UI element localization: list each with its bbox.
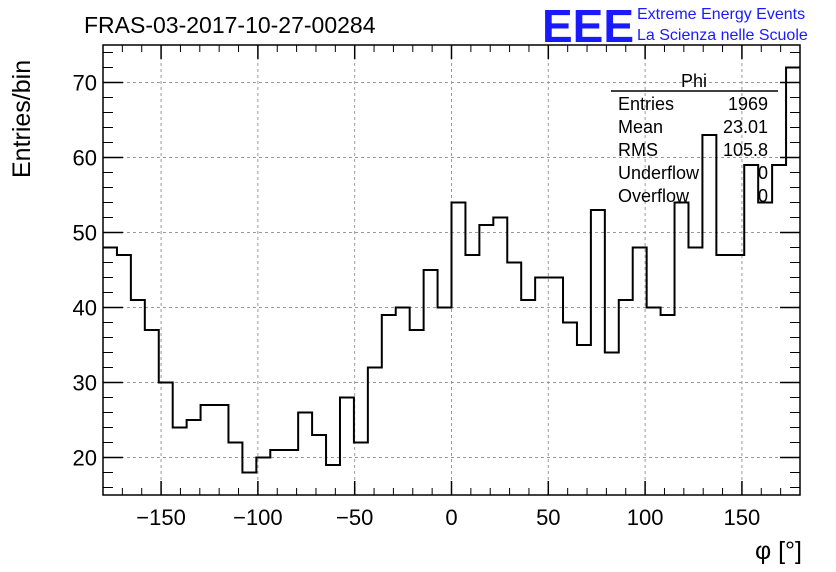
- stats-label-mean: Mean: [618, 117, 663, 137]
- x-tick-label: −100: [233, 505, 283, 530]
- logo-mark: EEE: [542, 0, 634, 52]
- histogram-step-line: [103, 66, 800, 474]
- y-tick-label: 70: [73, 71, 97, 96]
- stats-value-mean: 23.01: [723, 117, 768, 137]
- stats-label-entries: Entries: [618, 94, 674, 114]
- tick-labels: −150 −100 −50 0 50 100 150 20 30 40 50 60 70: [73, 71, 761, 531]
- x-tick-label: 50: [536, 505, 560, 530]
- y-tick-label: 60: [73, 146, 97, 171]
- logo-line-2: La Scienza nelle Scuole: [637, 27, 808, 44]
- stats-box: Phi Entries 1969 Mean 23.01 RMS 105.8 Un…: [611, 71, 778, 206]
- logo: EEE Extreme Energy Events La Scienza nel…: [542, 0, 808, 52]
- logo-line-1: Extreme Energy Events: [637, 6, 805, 23]
- x-tick-label: 150: [724, 505, 761, 530]
- stats-value-entries: 1969: [728, 94, 768, 114]
- stats-value-overflow: 0: [758, 186, 768, 206]
- y-tick-label: 50: [73, 221, 97, 246]
- stats-label-overflow: Overflow: [618, 186, 690, 206]
- stats-value-underflow: 0: [758, 163, 768, 183]
- x-tick-label: 0: [445, 505, 457, 530]
- x-tick-label: 100: [627, 505, 664, 530]
- stats-label-underflow: Underflow: [618, 163, 700, 183]
- stats-label-rms: RMS: [618, 140, 658, 160]
- x-tick-label: −50: [336, 505, 373, 530]
- chart-title: FRAS-03-2017-10-27-00284: [84, 12, 376, 38]
- plot-frame: [102, 44, 801, 496]
- stats-value-rms: 105.8: [723, 140, 768, 160]
- x-axis-title: φ [°]: [755, 537, 802, 565]
- y-tick-label: 40: [73, 296, 97, 321]
- y-axis-title: Entries/bin: [8, 60, 36, 178]
- y-tick-label: 20: [73, 446, 97, 471]
- x-tick-label: −150: [136, 505, 186, 530]
- y-tick-label: 30: [73, 371, 97, 396]
- stats-name: Phi: [681, 71, 707, 91]
